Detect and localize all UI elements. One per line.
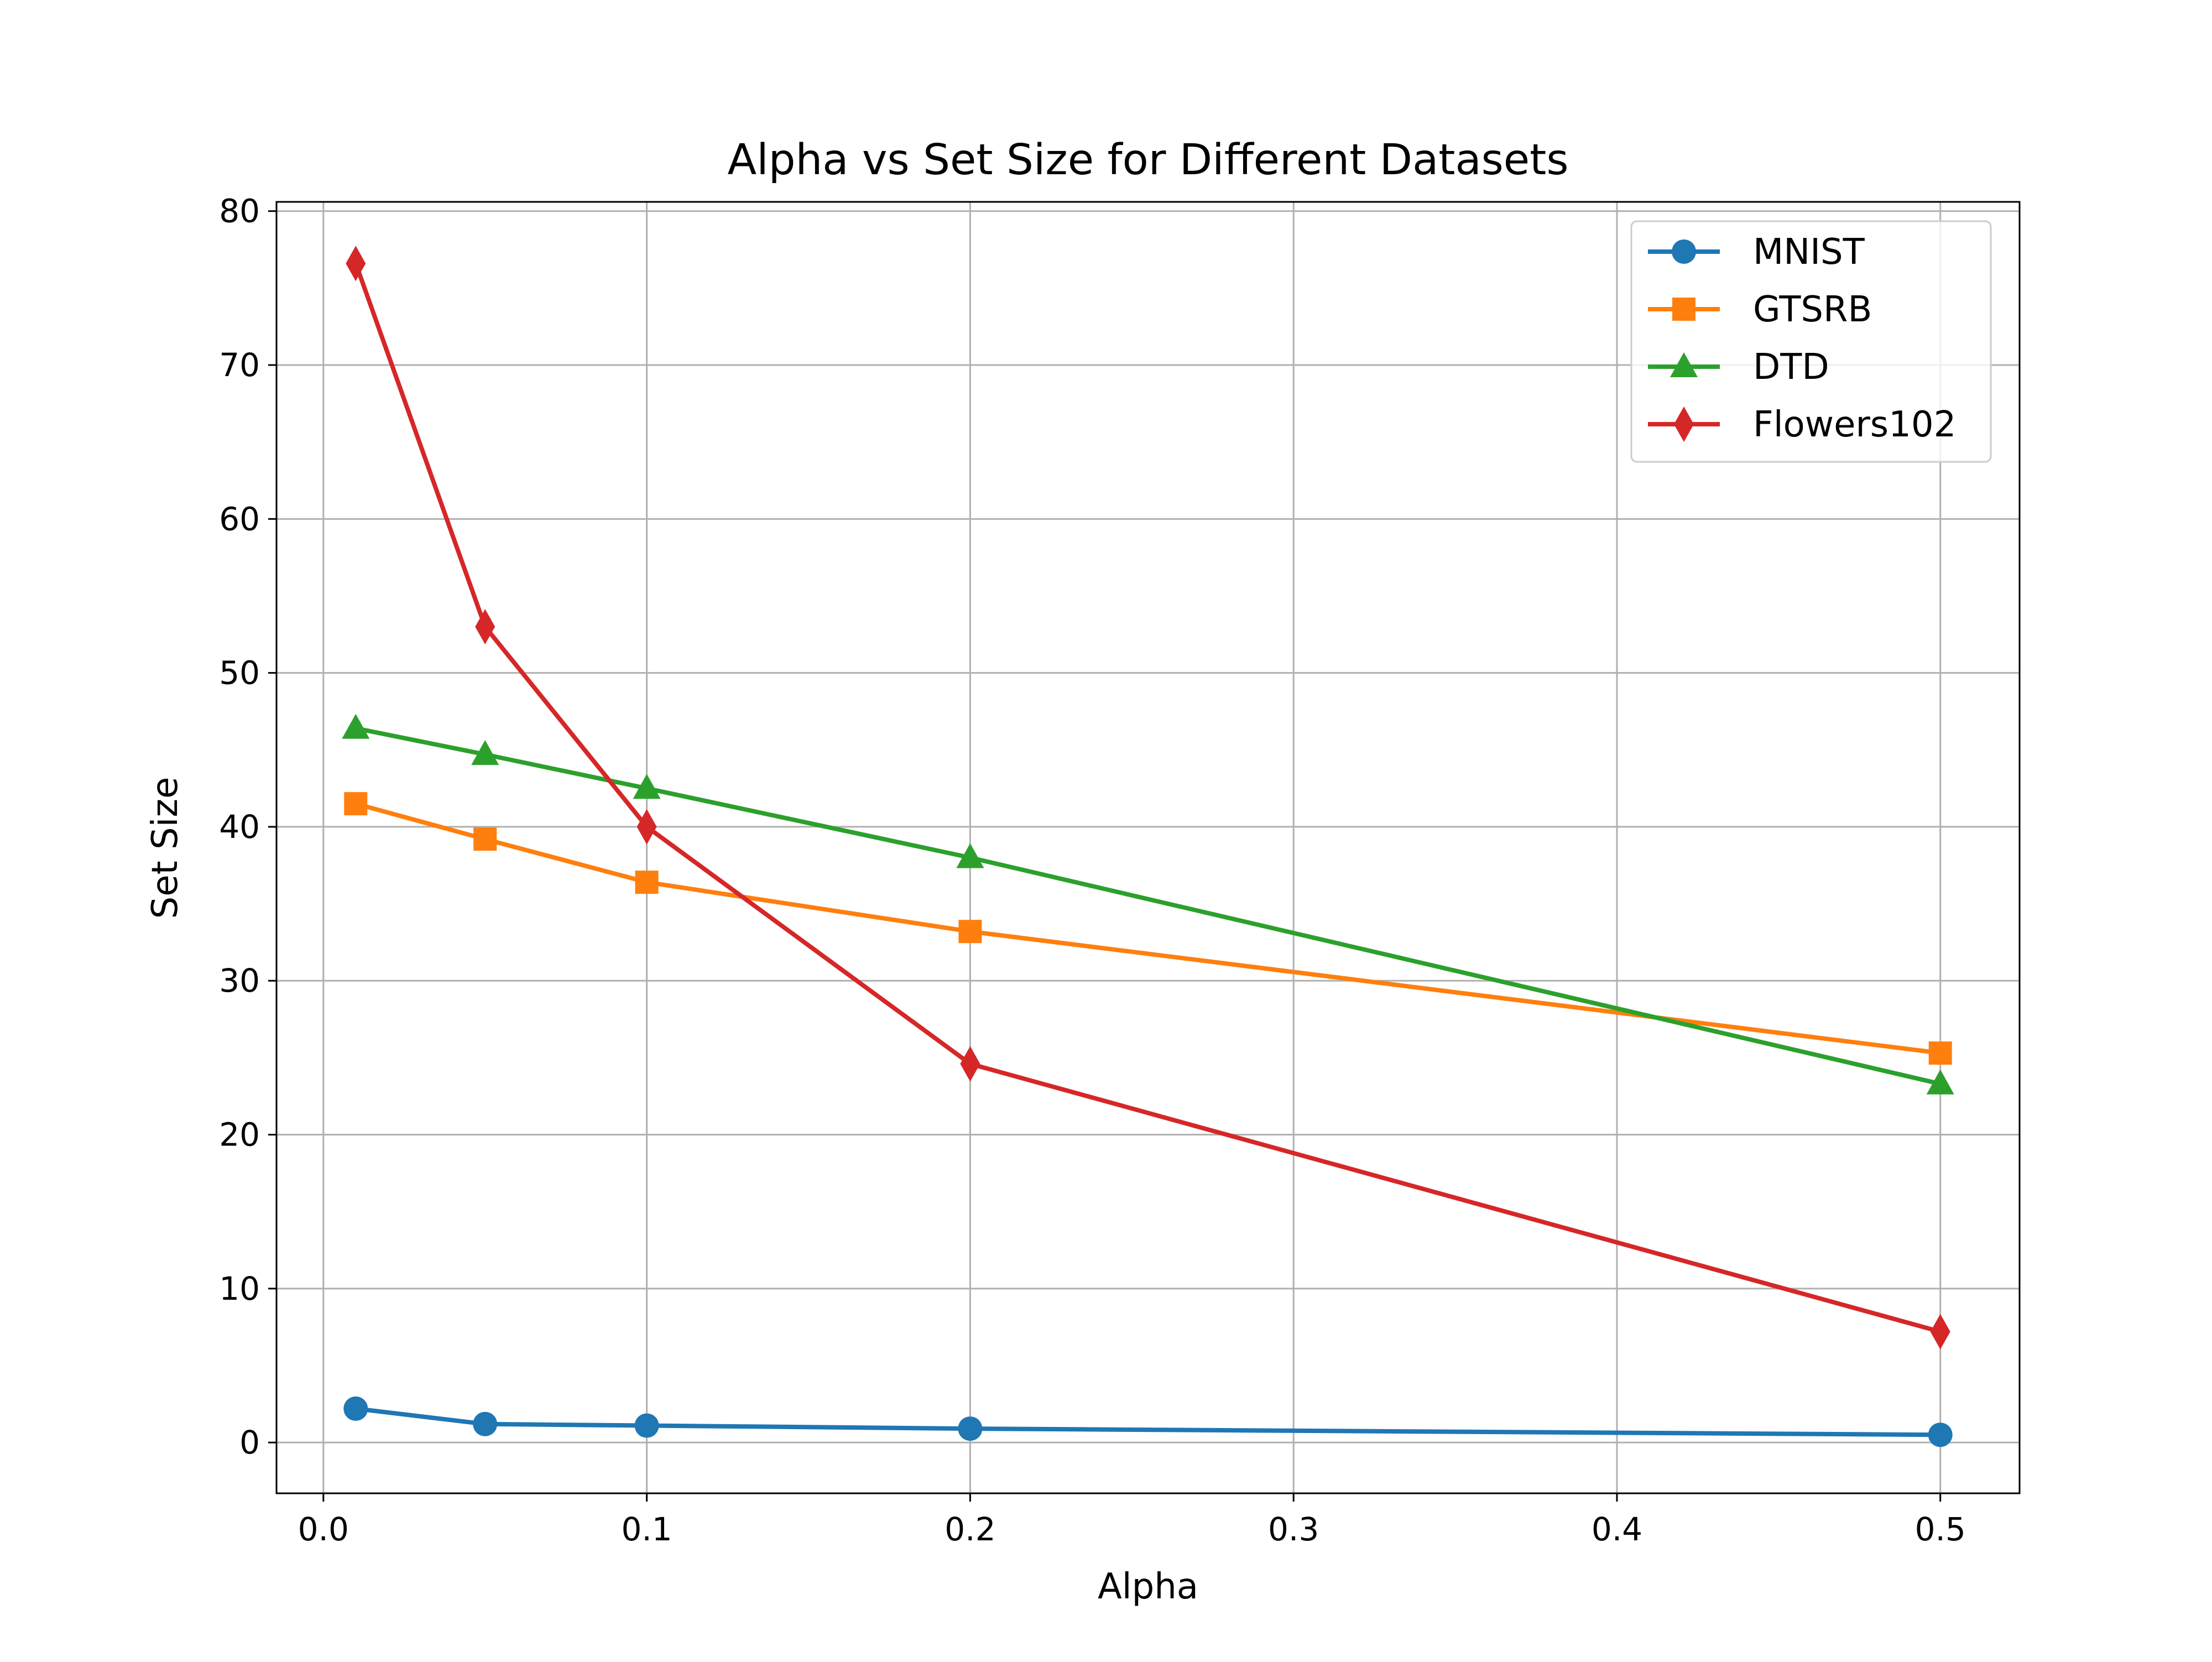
legend-swatch-marker (1672, 239, 1696, 264)
mnist-point (473, 1411, 498, 1436)
axis-ticks: 0.0 0.1 0.2 0.3 0.4 0.5 0 10 20 30 40 50 60 70 80 (219, 192, 1966, 1548)
series-mnist (343, 1396, 1953, 1447)
flowers102-point (475, 609, 495, 645)
legend-item-flowers102: Flowers102 (1648, 404, 1956, 445)
x-tick-label: 0.4 (1592, 1510, 1642, 1548)
legend-label: MNIST (1753, 232, 1865, 273)
y-tick-label: 80 (219, 192, 260, 230)
legend: MNIST GTSRB DTD Flowers102 (1630, 220, 1992, 463)
series-dtd (342, 713, 1954, 1095)
x-tick-label: 0.3 (1268, 1510, 1319, 1548)
mnist-point (343, 1396, 368, 1421)
legend-label: GTSRB (1753, 289, 1872, 330)
y-tick-label: 70 (219, 346, 260, 384)
y-tick-label: 40 (219, 808, 260, 846)
x-tick-label: 0.1 (621, 1510, 672, 1548)
y-tick-label: 0 (239, 1424, 260, 1461)
y-tick-label: 30 (219, 962, 260, 999)
y-tick-label: 20 (219, 1116, 260, 1154)
gtsrb-point (344, 792, 368, 816)
mnist-point (958, 1416, 983, 1441)
mnist-point (1928, 1423, 1953, 1447)
chart-title: Alpha vs Set Size for Different Datasets (728, 136, 1569, 185)
x-tick-label: 0.5 (1915, 1510, 1966, 1548)
legend-swatch-marker (1674, 407, 1694, 442)
dtd-point (342, 713, 370, 739)
mnist-point (634, 1413, 659, 1438)
plot-area-frame (275, 201, 2021, 1494)
x-axis-label: Alpha (1098, 1566, 1198, 1607)
grid (276, 202, 2020, 1493)
flowers102-point (346, 246, 366, 282)
legend-item-mnist: MNIST (1648, 232, 1865, 273)
flowers102-point (1930, 1314, 1950, 1350)
series-flowers102 (346, 246, 1950, 1350)
legend-item-gtsrb: GTSRB (1648, 289, 1872, 330)
flowers102-point (637, 809, 657, 845)
y-tick-label: 10 (219, 1270, 260, 1307)
gtsrb-point (958, 920, 982, 944)
y-tick-label: 60 (219, 500, 260, 538)
gtsrb-point (473, 827, 497, 851)
dtd-point (471, 740, 499, 765)
legend-swatch-marker (1670, 352, 1698, 377)
legend-label: DTD (1753, 347, 1829, 388)
gtsrb-point (1928, 1041, 1952, 1065)
series-layer (342, 246, 1954, 1447)
legend-item-dtd: DTD (1648, 347, 1829, 388)
x-tick-label: 0.2 (945, 1510, 995, 1548)
y-tick-label: 50 (219, 654, 260, 692)
y-axis-label: Set Size (145, 777, 186, 919)
dtd-point (633, 774, 661, 799)
legend-box (1630, 220, 1992, 463)
legend-label: Flowers102 (1753, 404, 1956, 445)
x-tick-label: 0.0 (298, 1510, 349, 1548)
dtd-point (1926, 1069, 1954, 1095)
legend-swatch-marker (1672, 298, 1695, 321)
flowers102-point (960, 1046, 980, 1082)
series-gtsrb (344, 792, 1952, 1065)
dtd-point (956, 843, 984, 868)
gtsrb-point (635, 871, 659, 894)
